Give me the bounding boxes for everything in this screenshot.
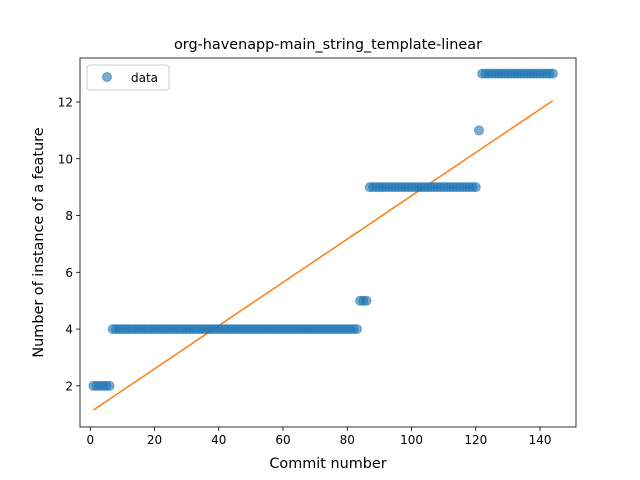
y-tick-label: 2: [65, 379, 73, 393]
x-tick-label: 140: [529, 433, 552, 447]
y-tick-label: 8: [65, 209, 73, 223]
y-tick-label: 4: [65, 323, 73, 337]
x-axis-label: Commit number: [269, 456, 386, 472]
legend-marker-data: [102, 72, 112, 82]
data-points-layer: [88, 68, 558, 391]
data-point: [470, 182, 481, 193]
legend: data: [86, 64, 170, 91]
trend-line-layer: [93, 99, 554, 411]
legend-box: [86, 64, 170, 91]
x-tick-label: 0: [86, 433, 94, 447]
x-tick-label: 100: [400, 433, 423, 447]
y-axis-label: Number of instance of a feature: [31, 127, 47, 357]
x-tick-label: 40: [211, 433, 226, 447]
y-axis-ticks: 2 4 6 8 10 12: [58, 95, 80, 393]
data-point: [351, 324, 362, 335]
y-tick-label: 6: [65, 266, 73, 280]
x-tick-label: 120: [464, 433, 487, 447]
data-point: [473, 125, 484, 136]
x-tick-label: 20: [147, 433, 162, 447]
legend-label-data: data: [131, 71, 158, 85]
data-point: [547, 68, 558, 79]
data-point: [361, 295, 372, 306]
y-tick-label: 12: [58, 95, 73, 109]
x-tick-label: 60: [275, 433, 290, 447]
x-axis-ticks: 0 20 40 60 80 100 120 140: [86, 427, 551, 447]
trend-line: [93, 99, 554, 411]
chart-title: org-havenapp-main_string_template-linear: [174, 37, 482, 53]
plot-area: [80, 58, 576, 427]
data-point: [104, 380, 115, 391]
x-tick-label: 80: [340, 433, 355, 447]
plot-frame: [79, 57, 577, 428]
y-tick-label: 10: [58, 152, 73, 166]
